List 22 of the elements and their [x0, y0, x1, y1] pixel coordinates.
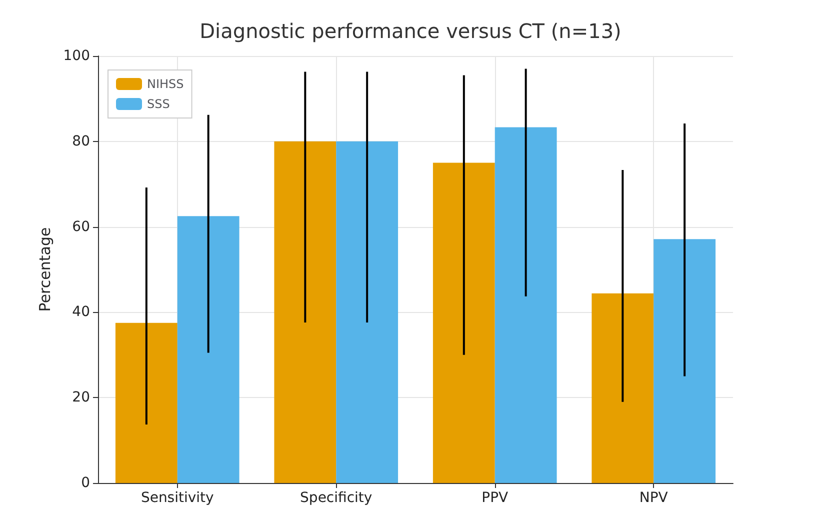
- x-tick-label: Specificity: [300, 490, 372, 506]
- bar: [336, 141, 398, 483]
- x-tick-label: PPV: [482, 490, 509, 506]
- x-tick-label: Sensitivity: [140, 490, 214, 506]
- y-tick-label: 80: [72, 133, 90, 150]
- y-tick-label: 40: [72, 304, 90, 320]
- bar: [592, 293, 654, 483]
- legend-label: NIHSS: [147, 77, 184, 91]
- bar: [432, 162, 495, 483]
- y-tick-label: 20: [72, 390, 90, 406]
- bar: [115, 322, 178, 483]
- x-tick-label: NPV: [639, 490, 668, 506]
- bar: [654, 239, 716, 483]
- bar: [274, 141, 336, 483]
- y-tick-label: 0: [81, 475, 90, 491]
- y-axis-title: Percentage: [36, 227, 54, 312]
- bar: [494, 127, 557, 483]
- legend-label: SSS: [147, 97, 170, 111]
- chart-title: Diagnostic performance versus CT (n=13): [200, 19, 622, 43]
- bar: [177, 216, 240, 483]
- y-tick-label: 100: [63, 48, 90, 64]
- y-tick-label: 60: [72, 218, 90, 235]
